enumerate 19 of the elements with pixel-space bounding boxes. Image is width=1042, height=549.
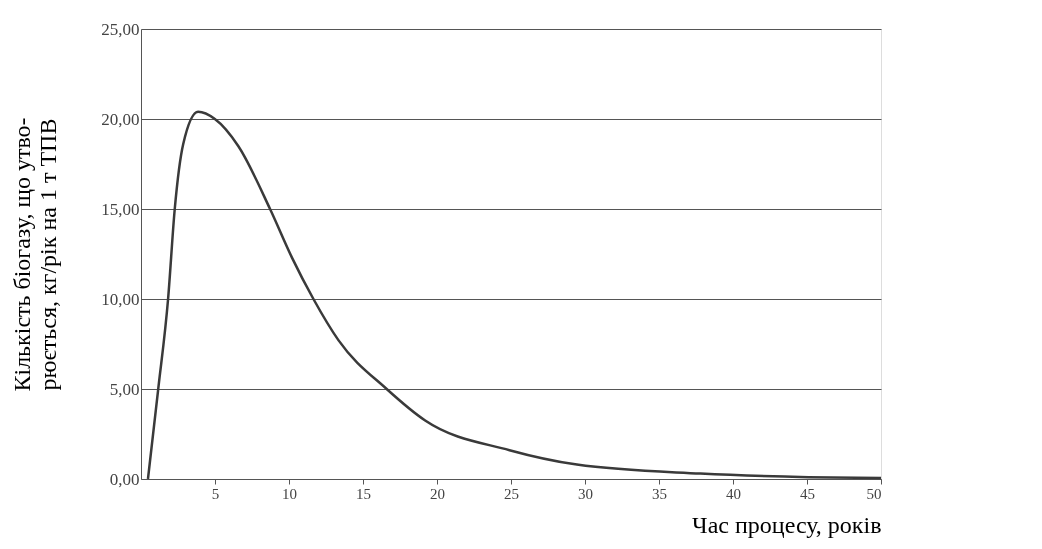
y-tick-label: 25,00 (101, 19, 140, 39)
y-tick-label: 15,00 (101, 199, 140, 219)
x-tick-label: 30 (578, 485, 593, 502)
y-axis-title: Кількість біогазу, що утво- рюється, кг/рік на 1 т ТПВ (9, 117, 62, 392)
x-tick-label: 20 (430, 485, 445, 502)
x-tick-label: 5 (211, 485, 220, 502)
x-tick-label: 40 (726, 485, 741, 502)
y-tick-label: 5,00 (109, 379, 140, 399)
y-tick-label: 20,00 (101, 109, 140, 129)
x-tick-label: 35 (652, 485, 667, 502)
x-tick-label: 50 (866, 485, 882, 502)
y-tick-label: 10,00 (101, 289, 140, 309)
x-tick-label: 15 (356, 485, 371, 502)
line-series (146, 110, 883, 481)
x-axis-title: Час процесу, років (692, 511, 882, 538)
x-tick-label: 25 (504, 485, 519, 502)
x-tick-label: 10 (282, 485, 297, 502)
y-tick-label: 0,00 (109, 469, 140, 489)
x-tick-label: 45 (800, 485, 815, 502)
